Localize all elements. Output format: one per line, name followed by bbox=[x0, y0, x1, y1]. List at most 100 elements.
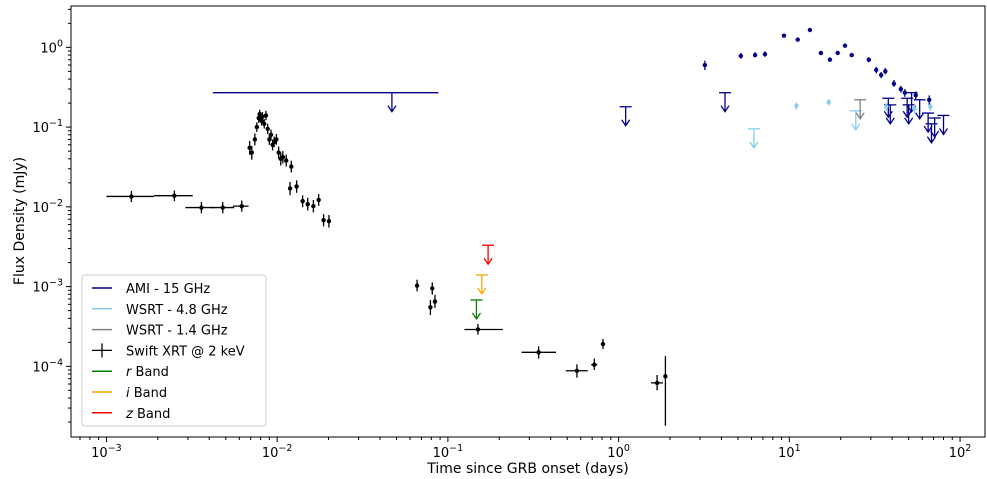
xrt-data-point bbox=[305, 201, 310, 207]
x-tick-label: 102 bbox=[949, 443, 972, 461]
ami-data-point bbox=[738, 53, 744, 59]
legend-items: AMI - 15 GHz WSRT - 4.8 GHz WSRT - 1.4 GHz… bbox=[92, 282, 245, 422]
wsrt48-data-point bbox=[884, 104, 889, 109]
xrt-data-point bbox=[321, 218, 326, 223]
xrt-data-point bbox=[172, 193, 177, 198]
x-axis-label: Time since GRB onset (days) bbox=[426, 461, 628, 477]
xrt-data-point bbox=[574, 368, 580, 373]
y-axis-label: Flux Density (mJy) bbox=[12, 157, 28, 285]
xrt-data-point bbox=[300, 198, 305, 204]
ami-data-point bbox=[702, 62, 708, 68]
legend-label-xrt: Swift XRT @ 2 keV bbox=[126, 344, 245, 359]
ami-data-point bbox=[752, 52, 758, 58]
x-tick-label: 101 bbox=[778, 443, 801, 461]
xrt-data-point bbox=[289, 164, 294, 169]
xrt-data-point bbox=[316, 197, 321, 203]
xrt-data-point bbox=[592, 362, 597, 367]
ami-limit-arrowhead bbox=[938, 128, 949, 136]
xrt-data-point bbox=[414, 283, 420, 288]
ami-limit-arrowhead bbox=[621, 119, 631, 127]
xrt-data-point bbox=[432, 299, 438, 304]
xrt-data-point bbox=[475, 327, 481, 332]
wsrt48-data-point bbox=[928, 104, 933, 109]
ami-data-point bbox=[762, 52, 768, 57]
ami-data-point bbox=[795, 37, 800, 42]
series-ami bbox=[212, 27, 950, 144]
x-tick-label: 10−1 bbox=[433, 443, 464, 461]
wsrt48-data-point bbox=[794, 103, 799, 108]
xrt-data-point bbox=[220, 205, 225, 210]
ami-limit-arrowhead bbox=[902, 110, 912, 119]
xrt-data-point bbox=[311, 203, 316, 209]
y-tick-label: 10−4 bbox=[32, 357, 63, 375]
ami-data-point bbox=[818, 50, 824, 56]
ami-data-point bbox=[781, 33, 787, 38]
xrt-data-point bbox=[274, 137, 279, 142]
ami-data-point bbox=[891, 81, 897, 86]
ami-data-point bbox=[827, 57, 833, 62]
xrt-data-point bbox=[263, 113, 269, 118]
r-limit-arrowhead bbox=[471, 312, 481, 321]
series-wsrt14 bbox=[854, 99, 867, 120]
ami-limit-arrowhead bbox=[720, 105, 730, 113]
ami-limit-arrowhead bbox=[904, 117, 914, 126]
xrt-data-point bbox=[276, 150, 281, 155]
ami-limit-arrowhead bbox=[883, 110, 893, 119]
xrt-data-point bbox=[262, 121, 267, 126]
ami-data-point bbox=[866, 57, 871, 62]
ami-data-point bbox=[883, 69, 888, 74]
xrt-data-point bbox=[254, 124, 260, 130]
ami-data-point bbox=[874, 67, 879, 73]
series-layer bbox=[106, 27, 950, 426]
legend-label-z: z Band bbox=[125, 407, 170, 422]
ami-data-point bbox=[849, 52, 854, 58]
ami-data-point bbox=[835, 50, 840, 56]
ami-data-point bbox=[807, 27, 813, 33]
wsrt14-limit-arrowhead bbox=[855, 112, 865, 120]
series-xrt bbox=[106, 109, 668, 426]
xrt-data-point bbox=[428, 305, 433, 310]
xrt-data-point bbox=[600, 341, 606, 347]
ami-limit-arrowhead bbox=[915, 112, 925, 120]
xrt-data-point bbox=[268, 132, 274, 138]
series-r bbox=[470, 299, 483, 321]
xrt-data-point bbox=[129, 194, 134, 199]
y-tick-label: 10−1 bbox=[32, 118, 63, 136]
xrt-data-point bbox=[265, 126, 270, 132]
x-tick-label: 100 bbox=[607, 443, 630, 461]
ami-limit-arrowhead bbox=[926, 136, 936, 144]
wsrt48-limit-arrowhead bbox=[851, 123, 861, 131]
wsrt48-data-point bbox=[826, 100, 831, 105]
wsrt48-limit-arrowhead bbox=[749, 141, 759, 150]
legend-label-ami: AMI - 15 GHz bbox=[126, 282, 210, 297]
ami-limit-arrowhead bbox=[387, 105, 397, 113]
z-limit-arrowhead bbox=[483, 257, 493, 266]
xrt-data-point bbox=[294, 184, 299, 189]
xrt-data-point bbox=[654, 380, 660, 386]
y-tick-label: 10−2 bbox=[32, 198, 63, 216]
ami-data-point bbox=[902, 90, 908, 95]
xrt-data-point bbox=[536, 350, 541, 355]
xrt-data-point bbox=[252, 137, 258, 142]
ami-data-point bbox=[913, 93, 918, 98]
xrt-data-point bbox=[663, 374, 668, 379]
xrt-data-point bbox=[430, 286, 435, 291]
y-tick-label: 100 bbox=[40, 38, 63, 56]
ami-limit-arrowhead bbox=[885, 117, 895, 126]
xrt-data-point bbox=[260, 114, 265, 119]
legend-label-i: i Band bbox=[126, 386, 167, 401]
xrt-data-point bbox=[280, 154, 286, 160]
series-i bbox=[475, 274, 488, 296]
y-tick-label: 10−3 bbox=[32, 278, 63, 296]
ticks-layer: 10−3 10−2 10−1 100 101 102 10−4 10−3 10−2 10−1 100 bbox=[32, 8, 972, 461]
legend-label-r: r Band bbox=[126, 365, 169, 380]
xrt-data-point bbox=[284, 158, 289, 163]
ami-limit-arrowhead bbox=[923, 125, 933, 134]
legend-label-wsrt48: WSRT - 4.8 GHz bbox=[126, 303, 228, 318]
legend-label-wsrt14: WSRT - 1.4 GHz bbox=[126, 324, 228, 339]
xrt-data-point bbox=[247, 145, 252, 151]
legend-frame bbox=[81, 274, 267, 427]
x-tick-label: 10−3 bbox=[91, 443, 122, 461]
ami-data-point bbox=[842, 43, 848, 48]
